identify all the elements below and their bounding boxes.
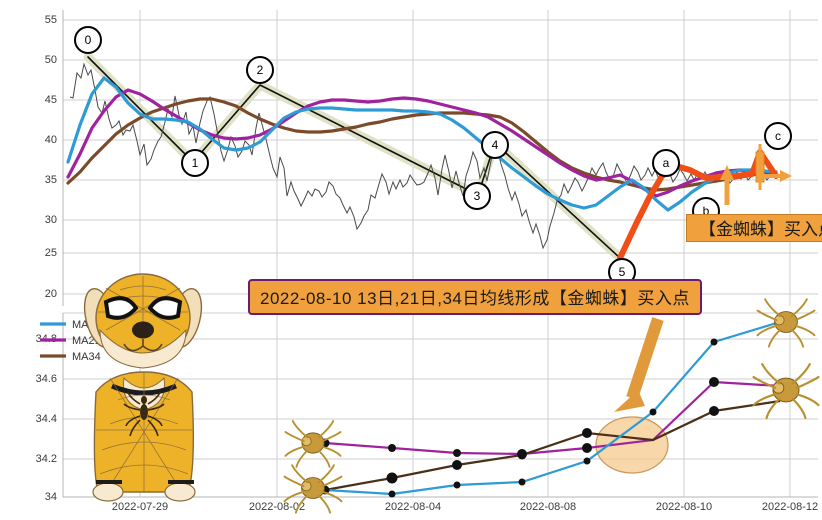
spider-emblem-icon bbox=[123, 391, 165, 437]
ytick-20: 20 bbox=[45, 288, 57, 300]
price-series-line bbox=[69, 62, 771, 250]
zigzag-label-1: 1 bbox=[192, 156, 199, 170]
top-y-tick-labels: 55 50 45 40 35 30 25 20 bbox=[45, 14, 57, 300]
zigzag-point-2: 2 bbox=[246, 56, 274, 84]
bottom-data-points bbox=[320, 338, 719, 498]
convergence-pointer-arrow bbox=[614, 317, 664, 412]
ytick-35: 35 bbox=[45, 174, 57, 186]
xtick-2022-08-02: 2022-08-02 bbox=[249, 501, 305, 513]
abc-label-a: a bbox=[663, 156, 670, 170]
convergence-highlight bbox=[595, 416, 669, 474]
zigzag-label-5: 5 bbox=[619, 265, 626, 279]
zigzag-point-1: 1 bbox=[181, 149, 209, 177]
abc-label-b: b bbox=[703, 204, 710, 218]
xtick-2022-07-29: 2022-07-29 bbox=[112, 501, 168, 513]
ytick-50: 50 bbox=[45, 54, 57, 66]
buy-point-banner-label: 【金蜘蛛】买入点 bbox=[686, 214, 822, 242]
top-ma34-line bbox=[66, 97, 778, 192]
buy-marker-c bbox=[755, 144, 792, 190]
buy-signal-annotation[interactable]: 2022-08-10 13日,21日,34日均线形成【金蜘蛛】买入点 bbox=[248, 279, 702, 315]
zigzag-point-3: 3 bbox=[463, 182, 491, 210]
abc-point-c: c bbox=[764, 122, 792, 150]
ytick-40: 40 bbox=[45, 134, 57, 146]
abc-point-a: a bbox=[652, 149, 680, 177]
buy-point-banner[interactable]: 【金蜘蛛】买入点 bbox=[686, 211, 822, 245]
golden-spider-left-lower bbox=[283, 464, 343, 514]
ytick-34-4: 34.4 bbox=[36, 413, 57, 425]
xtick-2022-08-08: 2022-08-08 bbox=[520, 501, 576, 513]
zigzag-point-0: 0 bbox=[74, 26, 102, 54]
top-ma13-line bbox=[66, 76, 778, 212]
ytick-45: 45 bbox=[45, 94, 57, 106]
golden-spider-left-upper bbox=[284, 419, 342, 468]
legend-label-ma34: MA34 bbox=[72, 351, 101, 363]
bottom-ma34-line bbox=[324, 399, 781, 492]
ytick-25: 25 bbox=[45, 247, 57, 259]
top-plot-background bbox=[63, 10, 818, 306]
xtick-2022-08-12: 2022-08-12 bbox=[762, 501, 818, 513]
golden-spider-right-lower bbox=[752, 362, 820, 420]
bottom-ma21-line bbox=[324, 380, 781, 456]
abc-label-c: c bbox=[775, 129, 781, 143]
zigzag-label-4: 4 bbox=[492, 138, 499, 152]
ytick-34-6: 34.6 bbox=[36, 373, 57, 385]
ytick-34-2: 34.2 bbox=[36, 453, 57, 465]
bottom-ma13-line bbox=[324, 320, 781, 496]
ytick-30: 30 bbox=[45, 214, 57, 226]
zigzag-label-2: 2 bbox=[257, 63, 264, 77]
zigzag-label-0: 0 bbox=[85, 33, 92, 47]
xtick-2022-08-04: 2022-08-04 bbox=[385, 501, 441, 513]
zigzag-point-4: 4 bbox=[481, 131, 509, 159]
bottom-y-tick-labels: 34.8 34.6 34.4 34.2 34 bbox=[36, 333, 57, 503]
buy-arrow-b bbox=[720, 165, 734, 205]
xtick-2022-08-10: 2022-08-10 bbox=[656, 501, 712, 513]
zigzag-trend-line bbox=[87, 56, 621, 259]
top-chart: 55 50 45 40 35 30 25 20 bbox=[45, 10, 818, 306]
ytick-34-0: 34 bbox=[45, 491, 57, 503]
zigzag-label-3: 3 bbox=[474, 189, 481, 203]
golden-spider-right-upper bbox=[756, 298, 816, 348]
bottom-x-tick-labels: 2022-07-29 2022-08-02 2022-08-04 2022-08… bbox=[112, 501, 818, 513]
spider-dog-mascot bbox=[83, 273, 203, 502]
ytick-55: 55 bbox=[45, 14, 57, 26]
